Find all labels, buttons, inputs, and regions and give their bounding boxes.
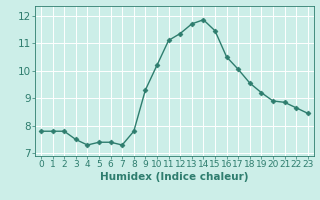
- X-axis label: Humidex (Indice chaleur): Humidex (Indice chaleur): [100, 172, 249, 182]
